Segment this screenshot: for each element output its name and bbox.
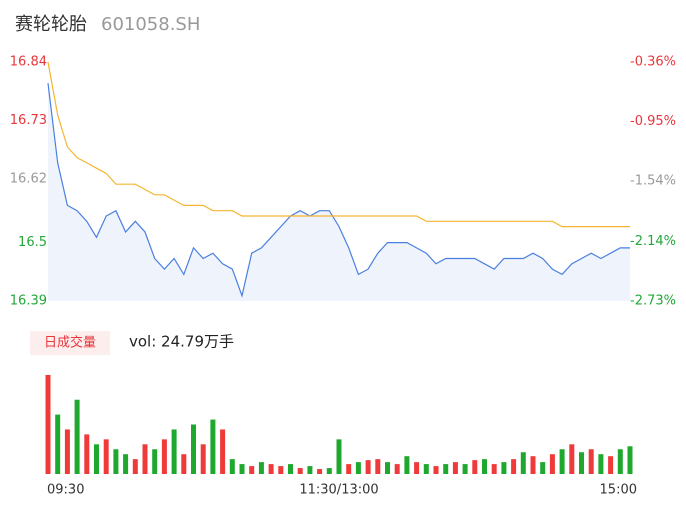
volume-bar [45, 375, 51, 474]
volume-bar [268, 464, 274, 474]
volume-bar [627, 446, 633, 474]
y-tick-label: 16.39 [10, 294, 47, 309]
volume-bar [452, 462, 458, 474]
volume-bar [423, 464, 429, 474]
volume-bar [239, 464, 245, 474]
y-tick-label: 16.73 [10, 113, 47, 128]
volume-bar [394, 464, 400, 474]
volume-bar [84, 434, 90, 474]
volume-bar [482, 459, 487, 474]
volume-bar [113, 449, 119, 474]
volume-bar [161, 439, 167, 474]
x-tick-label: 11:30/13:00 [299, 483, 378, 498]
series-line [47, 61, 630, 228]
volume-bar [472, 460, 478, 474]
volume-total: vol: 24.79万手 [129, 333, 234, 351]
volume-bar [258, 462, 264, 474]
volume-bar [220, 429, 226, 474]
volume-bar [491, 464, 497, 474]
volume-bar [336, 439, 342, 474]
volume-bar [549, 454, 555, 474]
volume-title: 日成交量 [44, 335, 96, 351]
volume-bar [74, 399, 80, 474]
volume-bar [414, 462, 420, 474]
volume-bar [569, 444, 575, 474]
y2-tick-label: -2.73% [630, 294, 676, 309]
volume-bar [501, 462, 507, 474]
volume-bar [317, 469, 323, 474]
series-line [47, 83, 630, 298]
volume-bar [520, 452, 526, 474]
y2-tick-label: -0.36% [630, 55, 676, 70]
volume-bar [608, 456, 614, 474]
volume-bar [530, 456, 536, 474]
volume-bar [152, 449, 158, 474]
volume-bar [365, 460, 371, 474]
y2-tick-label: -0.95% [630, 114, 676, 129]
volume-bar [443, 464, 449, 474]
volume-bar [288, 464, 293, 474]
volume-bar [307, 466, 313, 474]
volume-bar [171, 429, 177, 474]
volume-bar [278, 466, 284, 474]
stock-name: 赛轮轮胎 [15, 14, 87, 35]
volume-bar [385, 462, 390, 474]
volume-bar [433, 466, 439, 474]
volume-bar [200, 444, 206, 474]
y2-tick-label: -1.54% [630, 173, 676, 188]
y-tick-label: 16.5 [18, 235, 47, 250]
volume-bar [297, 468, 303, 474]
volume-bar [103, 439, 109, 474]
volume-bar [511, 459, 517, 474]
volume-bar [598, 454, 604, 474]
y2-tick-label: -2.14% [630, 234, 676, 249]
price-area [48, 83, 630, 301]
volume-bar [94, 444, 99, 474]
volume-bar [55, 414, 61, 474]
stock-code: 601058.SH [101, 14, 200, 35]
volume-bar [375, 459, 381, 474]
volume-bar [540, 462, 546, 474]
y-tick-label: 16.62 [10, 171, 47, 186]
volume-bar [579, 452, 584, 474]
volume-bar [123, 454, 129, 474]
volume-bar [132, 459, 138, 474]
volume-bar [355, 462, 361, 474]
volume-bar [210, 419, 216, 474]
volume-bar [229, 459, 235, 474]
y-tick-label: 16.84 [10, 55, 47, 70]
volume-bar [326, 468, 332, 474]
volume-bar [142, 444, 148, 474]
volume-bar [346, 464, 352, 474]
volume-bar [588, 449, 594, 474]
x-tick-label: 09:30 [47, 483, 84, 498]
volume-bar [181, 454, 187, 474]
volume-bar [462, 464, 468, 474]
volume-bar [64, 429, 70, 474]
volume-bar [249, 466, 255, 474]
volume-bar [404, 456, 410, 474]
x-tick-label: 15:00 [600, 483, 637, 498]
volume-badge [30, 331, 110, 355]
volume-bar [617, 449, 623, 474]
volume-bar [191, 424, 196, 474]
volume-bar [559, 449, 565, 474]
